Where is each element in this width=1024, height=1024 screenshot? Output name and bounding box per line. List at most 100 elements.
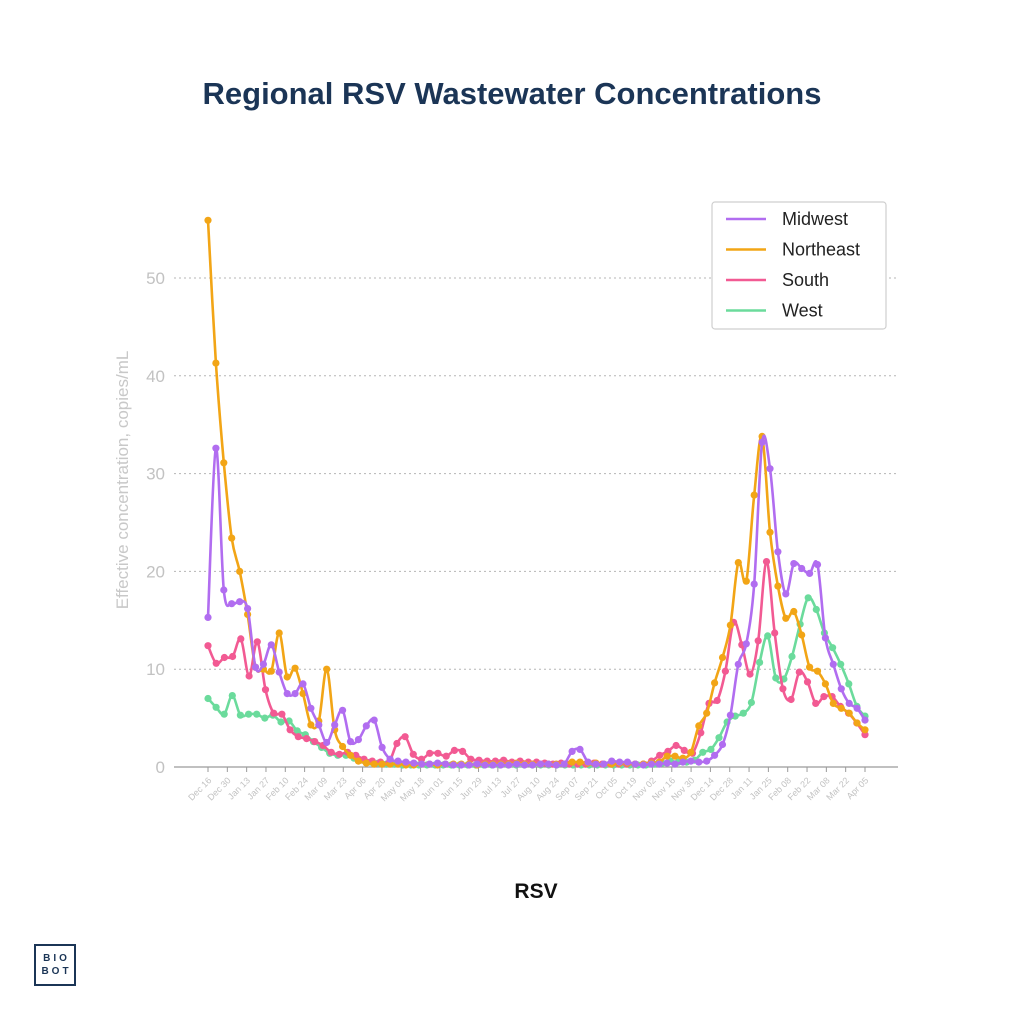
data-point-midwest bbox=[339, 706, 347, 714]
data-point-midwest bbox=[465, 761, 473, 769]
data-point-midwest bbox=[687, 757, 695, 765]
data-point-south bbox=[311, 738, 319, 746]
data-point-midwest bbox=[434, 759, 442, 767]
data-point-midwest bbox=[212, 444, 220, 452]
data-point-midwest bbox=[497, 761, 505, 769]
data-point-west bbox=[788, 652, 796, 661]
legend-label-west: West bbox=[782, 301, 823, 321]
data-point-northeast bbox=[283, 673, 291, 681]
logo-line-1: BIO bbox=[43, 953, 70, 964]
x-tick-label: Jul 13 bbox=[479, 775, 503, 799]
data-point-midwest bbox=[275, 668, 283, 676]
data-point-south bbox=[754, 637, 762, 645]
data-point-midwest bbox=[861, 716, 869, 724]
data-point-northeast bbox=[711, 679, 719, 687]
data-point-south bbox=[713, 696, 721, 705]
data-point-midwest bbox=[734, 660, 742, 668]
data-point-midwest bbox=[623, 758, 632, 766]
data-point-midwest bbox=[821, 634, 830, 642]
biobot-logo: BIO BOT bbox=[34, 944, 76, 986]
data-point-west bbox=[699, 748, 707, 756]
data-point-south bbox=[303, 735, 311, 743]
data-point-midwest bbox=[600, 760, 608, 768]
data-point-west bbox=[829, 644, 837, 652]
data-point-midwest bbox=[647, 760, 655, 768]
data-point-midwest bbox=[236, 598, 244, 606]
data-point-midwest bbox=[631, 760, 640, 768]
data-point-midwest bbox=[410, 759, 418, 767]
data-point-midwest bbox=[220, 586, 228, 594]
data-point-west bbox=[277, 718, 285, 726]
data-point-midwest bbox=[568, 747, 576, 756]
series-lines bbox=[204, 216, 869, 769]
data-point-midwest bbox=[354, 736, 362, 744]
data-point-west bbox=[261, 714, 269, 722]
data-point-south bbox=[426, 749, 434, 757]
x-tick-label: Jun 29 bbox=[458, 775, 484, 801]
axes bbox=[174, 766, 898, 772]
y-tick-labels: 0 10 20 30 40 50 bbox=[146, 269, 165, 777]
data-point-northeast bbox=[718, 653, 727, 662]
data-point-west bbox=[220, 710, 228, 718]
y-tick-label: 30 bbox=[146, 465, 165, 484]
y-tick-label: 20 bbox=[146, 562, 165, 581]
data-point-northeast bbox=[228, 534, 236, 542]
data-point-northeast bbox=[339, 742, 347, 751]
data-point-midwest bbox=[806, 569, 814, 578]
data-point-northeast bbox=[750, 491, 758, 499]
data-point-northeast bbox=[291, 664, 299, 672]
data-point-midwest bbox=[251, 663, 260, 671]
data-point-south bbox=[220, 653, 228, 662]
data-point-northeast bbox=[346, 751, 355, 759]
data-point-midwest bbox=[703, 757, 711, 765]
data-point-west bbox=[739, 709, 747, 717]
data-point-northeast bbox=[853, 719, 861, 727]
legend-label-northeast: Northeast bbox=[782, 240, 860, 260]
data-point-midwest bbox=[829, 660, 837, 668]
data-point-south bbox=[401, 733, 409, 741]
data-point-midwest bbox=[457, 761, 465, 769]
data-point-midwest bbox=[323, 738, 331, 747]
data-point-northeast bbox=[307, 721, 315, 729]
data-point-south bbox=[270, 709, 278, 717]
data-point-midwest bbox=[711, 751, 719, 759]
data-point-south bbox=[335, 750, 343, 758]
data-point-northeast bbox=[323, 665, 331, 673]
data-point-northeast bbox=[774, 582, 782, 590]
data-point-northeast bbox=[220, 459, 228, 467]
series-midwest bbox=[204, 434, 869, 769]
data-point-midwest bbox=[307, 704, 315, 712]
data-point-midwest bbox=[663, 759, 671, 767]
data-point-midwest bbox=[426, 760, 434, 768]
data-point-south bbox=[393, 739, 401, 748]
legend: Midwest Northeast South West bbox=[711, 201, 887, 330]
data-point-northeast bbox=[204, 216, 212, 224]
y-axis-label: Effective concentration, copies/mL bbox=[113, 351, 132, 610]
data-point-midwest bbox=[552, 761, 560, 769]
data-point-west bbox=[236, 711, 244, 719]
data-point-midwest bbox=[845, 699, 853, 708]
data-point-midwest bbox=[473, 760, 481, 768]
data-point-south bbox=[409, 750, 417, 758]
data-point-northeast bbox=[695, 722, 703, 730]
data-point-northeast bbox=[790, 607, 798, 616]
data-point-west bbox=[756, 658, 764, 667]
data-point-south bbox=[229, 652, 237, 661]
legend-label-south: South bbox=[782, 270, 829, 290]
data-point-south bbox=[762, 558, 771, 566]
data-point-south bbox=[787, 695, 795, 704]
data-point-midwest bbox=[481, 761, 489, 769]
data-point-west bbox=[764, 632, 772, 640]
data-point-south bbox=[771, 629, 779, 637]
data-point-northeast bbox=[576, 758, 584, 766]
data-point-south bbox=[327, 748, 335, 756]
data-point-midwest bbox=[798, 564, 806, 573]
data-point-midwest bbox=[837, 685, 845, 693]
legend-label-midwest: Midwest bbox=[782, 209, 848, 229]
data-point-northeast bbox=[362, 759, 370, 767]
data-point-south bbox=[721, 667, 730, 675]
legend-box bbox=[711, 201, 887, 330]
data-point-midwest bbox=[576, 745, 584, 754]
